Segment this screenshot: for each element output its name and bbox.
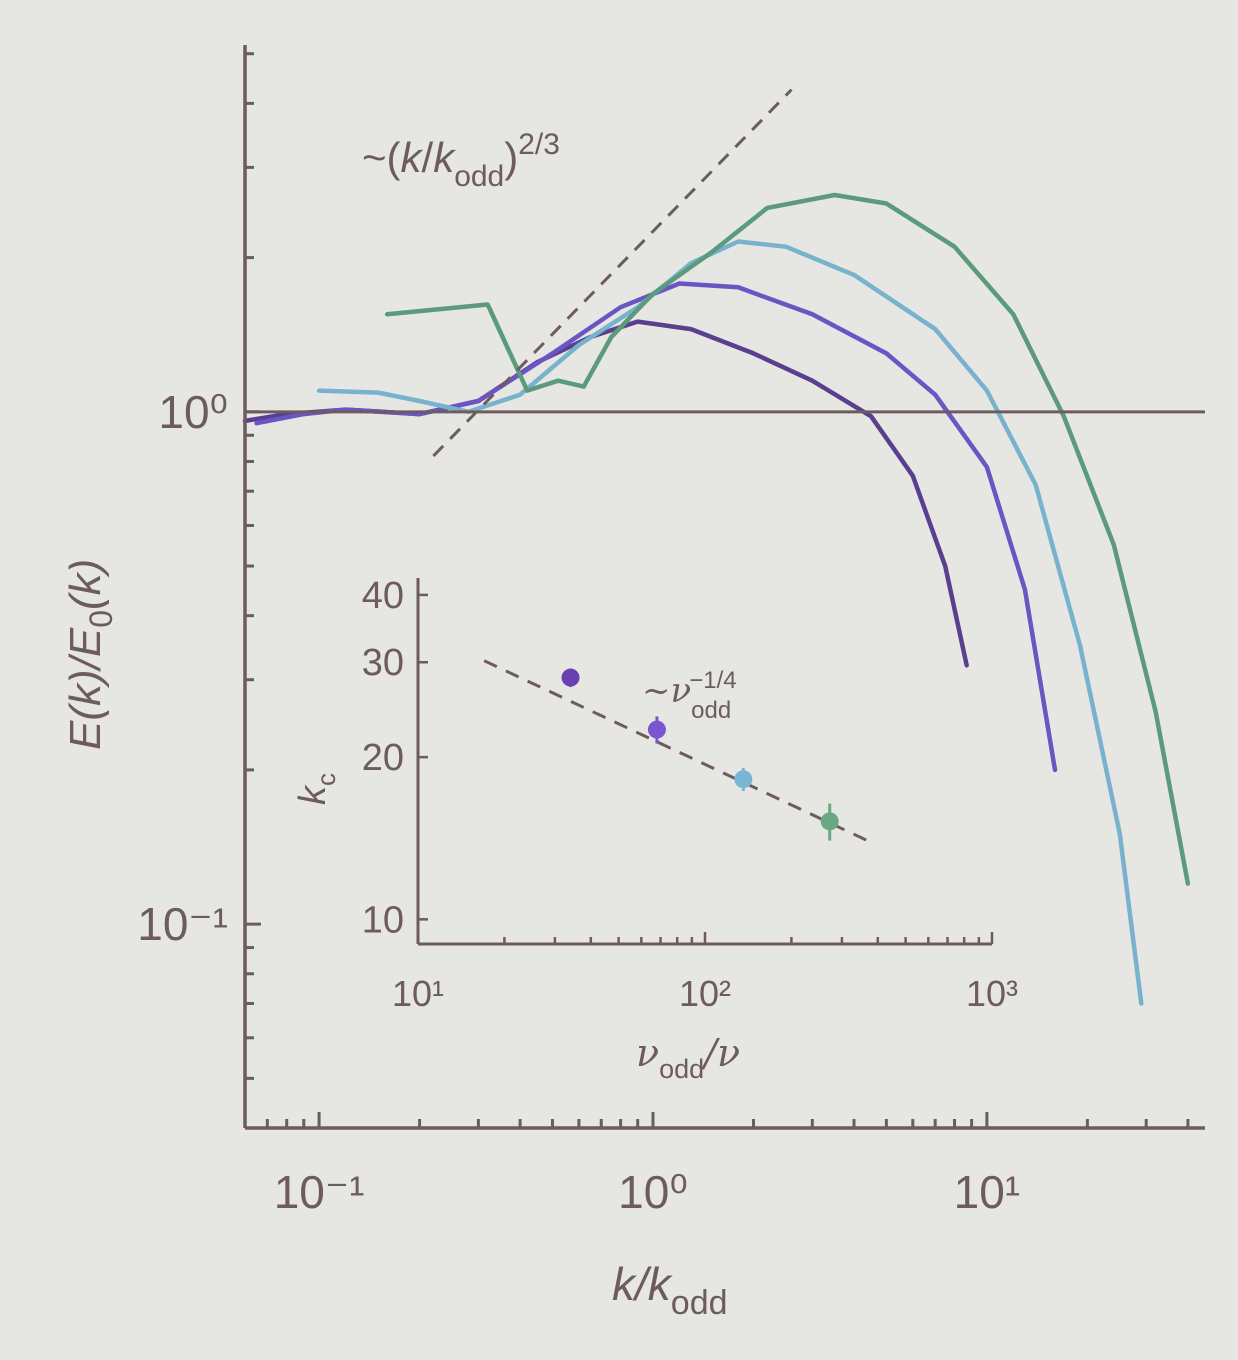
inset-minor-ticks (416, 593, 994, 944)
power-law-guide-line (432, 88, 793, 458)
inset-x-tick-label: 10² (679, 973, 731, 1014)
main-y-tick-label: 10⁻¹ (137, 898, 228, 950)
inset-y-tick-label: 40 (362, 575, 404, 617)
inset-tick-labels: 10¹ 10² 10³ 10 20 30 40 (362, 575, 1018, 1014)
main-y-axis-title: E(k)/E0(k) (61, 559, 119, 750)
inset-point-3 (734, 770, 753, 789)
main-series-line-4 (384, 192, 1191, 886)
main-tick-labels: 10⁻¹ 10⁰ 10¹ 10⁻¹ 10⁰ (137, 386, 1020, 1218)
inset-y-tick-label: 10 (362, 899, 404, 941)
inset-points-group (561, 668, 839, 841)
inset-x-tick-label: 10¹ (392, 973, 444, 1014)
main-minor-ticks (243, 52, 1190, 1130)
main-y-tick-label: 10⁰ (158, 386, 228, 438)
inset-point-2 (647, 720, 666, 739)
main-x-tick-label: 10⁻¹ (274, 1166, 365, 1218)
main-series-line-3 (316, 239, 1144, 1006)
inset-y-tick-label: 20 (362, 737, 404, 779)
inset-y-tick-label: 30 (362, 642, 404, 684)
inset-point-1 (561, 668, 580, 687)
main-x-tick-label: 10⁰ (618, 1166, 688, 1218)
inset-point-4 (820, 812, 839, 831)
main-x-tick-label: 10¹ (954, 1166, 1020, 1218)
inset-x-tick-label: 10³ (966, 973, 1018, 1014)
